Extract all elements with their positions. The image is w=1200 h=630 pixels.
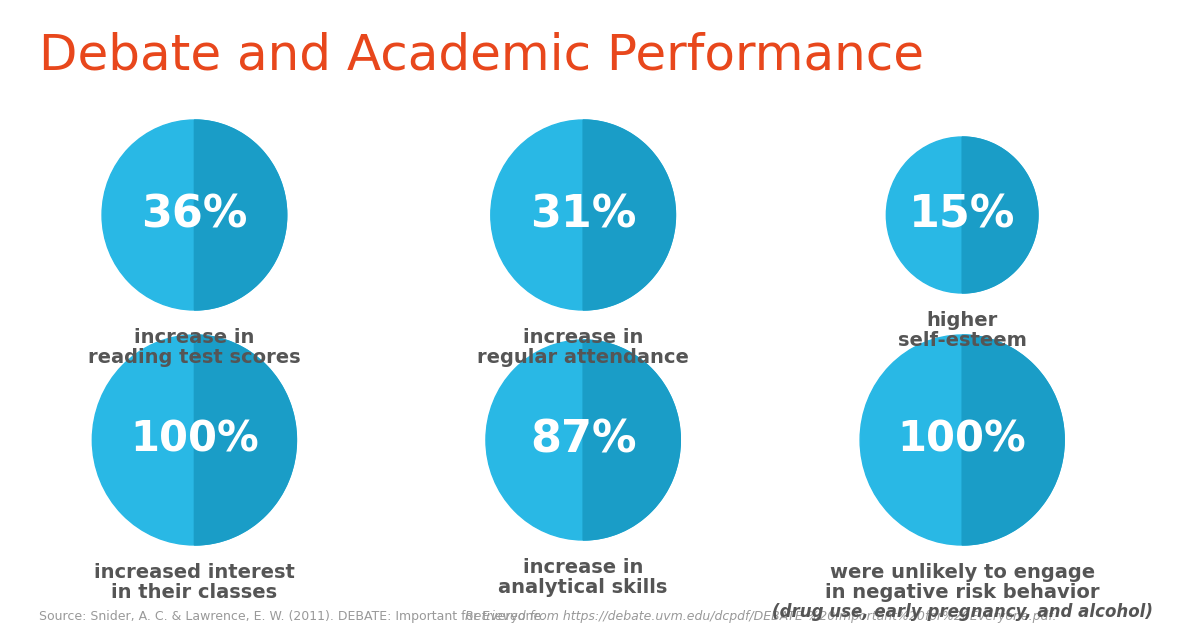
Polygon shape (962, 137, 1038, 293)
Text: Source: Snider, A. C. & Lawrence, E. W. (2011). DEBATE: Important for Everyone.: Source: Snider, A. C. & Lawrence, E. W. … (38, 610, 545, 623)
Text: increased interest: increased interest (94, 563, 295, 582)
Text: in their classes: in their classes (112, 583, 277, 602)
Text: Retrieved from https://debate.uvm.edu/dcpdf/DEBATE-%20Important%20for%20Everyone: Retrieved from https://debate.uvm.edu/dc… (457, 610, 1056, 623)
Text: regular attendance: regular attendance (478, 348, 689, 367)
Polygon shape (583, 120, 676, 310)
Polygon shape (962, 335, 1064, 545)
Polygon shape (194, 335, 296, 545)
Text: 100%: 100% (130, 419, 259, 461)
Text: 31%: 31% (530, 193, 636, 236)
Text: self-esteem: self-esteem (898, 331, 1026, 350)
Text: (drug use, early pregnancy, and alcohol): (drug use, early pregnancy, and alcohol) (772, 603, 1153, 621)
Text: were unlikely to engage: were unlikely to engage (829, 563, 1094, 582)
Text: 15%: 15% (908, 193, 1015, 236)
Circle shape (92, 335, 296, 545)
Circle shape (486, 340, 680, 540)
Text: 100%: 100% (898, 419, 1026, 461)
Text: increase in: increase in (523, 328, 643, 347)
Polygon shape (194, 120, 287, 310)
Text: higher: higher (926, 311, 997, 330)
Text: analytical skills: analytical skills (498, 578, 668, 597)
Polygon shape (583, 340, 680, 540)
Text: in negative risk behavior: in negative risk behavior (824, 583, 1099, 602)
Circle shape (102, 120, 287, 310)
Text: Debate and Academic Performance: Debate and Academic Performance (38, 31, 924, 79)
Circle shape (491, 120, 676, 310)
Text: 87%: 87% (530, 418, 636, 462)
Text: 36%: 36% (142, 193, 247, 236)
Text: increase in: increase in (134, 328, 254, 347)
Text: reading test scores: reading test scores (88, 348, 301, 367)
Circle shape (887, 137, 1038, 293)
Text: increase in: increase in (523, 558, 643, 577)
Circle shape (860, 335, 1064, 545)
